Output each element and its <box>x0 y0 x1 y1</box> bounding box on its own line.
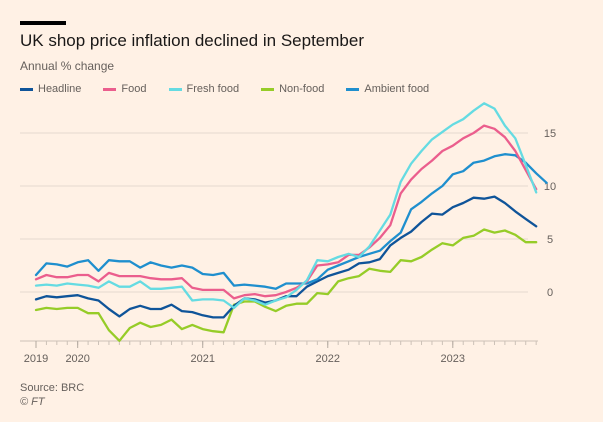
x-tick-label: 2022 <box>316 353 340 365</box>
copyright: © FT <box>20 396 45 408</box>
y-axis-ticks: 0 5 10 15 <box>544 128 556 299</box>
series-line-fresh-food <box>34 102 538 310</box>
legend-label: Non-food <box>279 83 325 95</box>
legend-item-headline: Headline <box>20 83 81 95</box>
series-lines <box>34 102 548 342</box>
legend-swatch <box>20 87 33 91</box>
x-tick-label: 2019 <box>24 353 48 365</box>
legend-label: Fresh food <box>186 83 240 95</box>
legend-item-ambient-food: Ambient food <box>346 83 429 95</box>
series-line-non-food <box>34 228 538 342</box>
x-axis: 2019 2020 2021 2022 2023 <box>20 340 538 365</box>
legend-item-non-food: Non-food <box>261 83 324 95</box>
legend-item-food: Food <box>103 83 147 95</box>
y-tick-label: 10 <box>544 181 556 193</box>
legend-item-fresh-food: Fresh food <box>168 83 240 95</box>
footer: Source: BRC © FT <box>20 381 84 409</box>
x-tick-label: 2021 <box>190 353 214 365</box>
title-accent-bar <box>20 21 66 25</box>
legend-label: Food <box>121 83 147 95</box>
chart-title: UK shop price inflation declined in Sept… <box>20 31 364 50</box>
legend-swatch <box>103 87 117 91</box>
y-tick-label: 15 <box>544 128 556 140</box>
legend: Headline Food Fresh food Non-food Ambien… <box>20 83 451 95</box>
legend-swatch <box>346 87 360 91</box>
series-line-ambient-food <box>34 153 548 290</box>
legend-label: Ambient food <box>364 83 430 95</box>
series-line-headline <box>34 195 538 319</box>
source-note: Source: BRC <box>20 382 85 394</box>
y-tick-label: 0 <box>547 287 553 299</box>
series-line-food <box>34 124 538 300</box>
x-tick-label: 2020 <box>65 353 89 365</box>
legend-label: Headline <box>38 83 82 95</box>
legend-swatch <box>168 87 182 91</box>
y-tick-label: 5 <box>547 234 553 246</box>
x-tick-label: 2023 <box>441 353 465 365</box>
legend-swatch <box>261 87 275 91</box>
chart-subtitle: Annual % change <box>20 59 115 73</box>
